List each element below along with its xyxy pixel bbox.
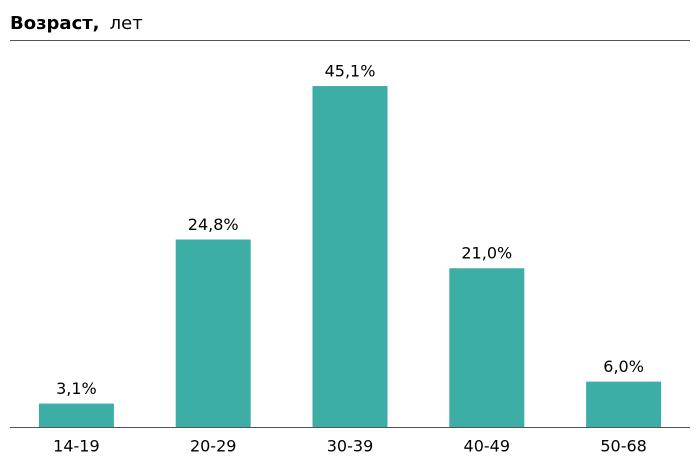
bar [449, 268, 525, 427]
x-tick-label: 14-19 [53, 437, 100, 456]
bar [175, 239, 251, 427]
title-unit: лет [110, 13, 143, 34]
bar [586, 381, 662, 427]
chart-title: Возраст, лет [10, 13, 143, 34]
x-tick-label: 40-49 [464, 437, 511, 456]
value-label: 24,8% [188, 215, 239, 234]
x-tick-label: 50-68 [600, 437, 647, 456]
title: Возраст, [10, 13, 100, 34]
x-tick-label: 30-39 [327, 437, 374, 456]
x-tick-label: 20-29 [190, 437, 237, 456]
bar [312, 86, 388, 427]
value-label: 6,0% [603, 357, 644, 376]
value-label: 21,0% [461, 244, 512, 263]
bar [38, 403, 114, 427]
value-label: 3,1% [56, 379, 97, 398]
value-label: 45,1% [325, 62, 376, 81]
